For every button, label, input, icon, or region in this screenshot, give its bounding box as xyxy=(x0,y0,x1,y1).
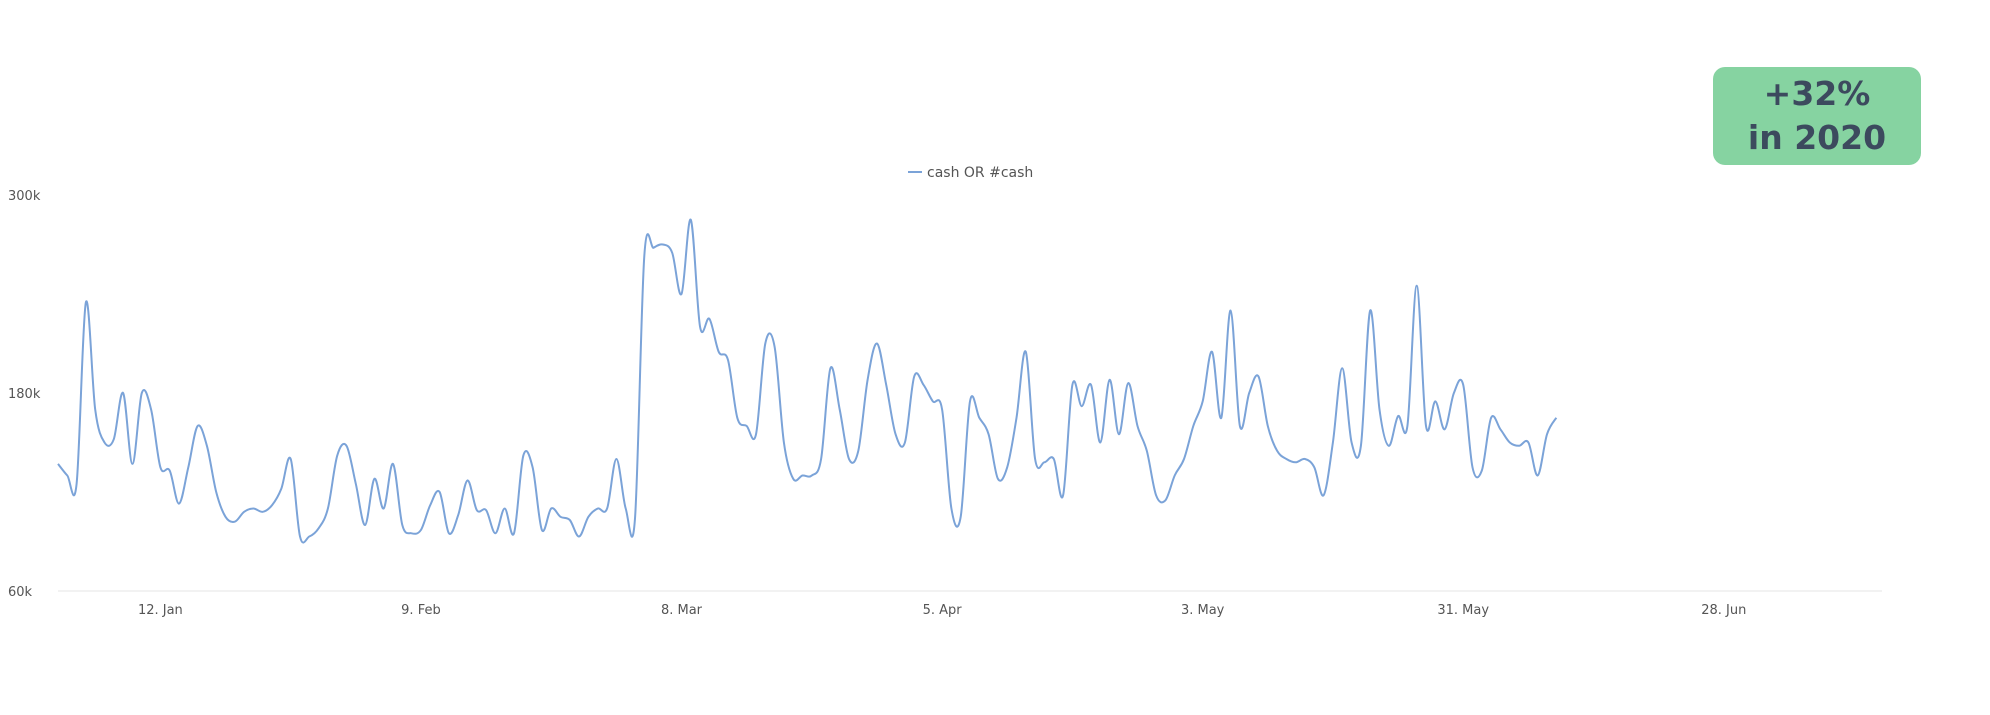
legend-label: cash OR #cash xyxy=(927,165,1033,181)
legend[interactable]: cash OR #cash xyxy=(908,165,1033,181)
x-tick-label: 5. Apr xyxy=(923,603,963,618)
y-tick-label: 60k xyxy=(8,585,33,600)
x-tick-label: 8. Mar xyxy=(661,603,703,618)
series-line-cash[interactable] xyxy=(57,218,1558,544)
x-tick-label: 28. Jun xyxy=(1701,603,1746,618)
series-group xyxy=(57,218,1558,544)
x-tick-label: 9. Feb xyxy=(401,603,441,618)
growth-badge-year: in 2020 xyxy=(1747,118,1887,157)
x-tick-label: 31. May xyxy=(1437,603,1489,618)
x-tick-label: 3. May xyxy=(1181,603,1225,618)
y-axis-ticks: 60k 180k 300k xyxy=(8,189,41,600)
growth-badge-percent: +32% xyxy=(1763,74,1871,113)
x-tick-label: 12. Jan xyxy=(138,603,183,618)
growth-badge: +32% in 2020 xyxy=(1713,67,1921,165)
x-axis-ticks: 12. Jan 9. Feb 8. Mar 5. Apr 3. May 31. May 28… xyxy=(138,603,1746,618)
y-tick-label: 300k xyxy=(8,189,41,204)
y-tick-label: 180k xyxy=(8,387,41,402)
